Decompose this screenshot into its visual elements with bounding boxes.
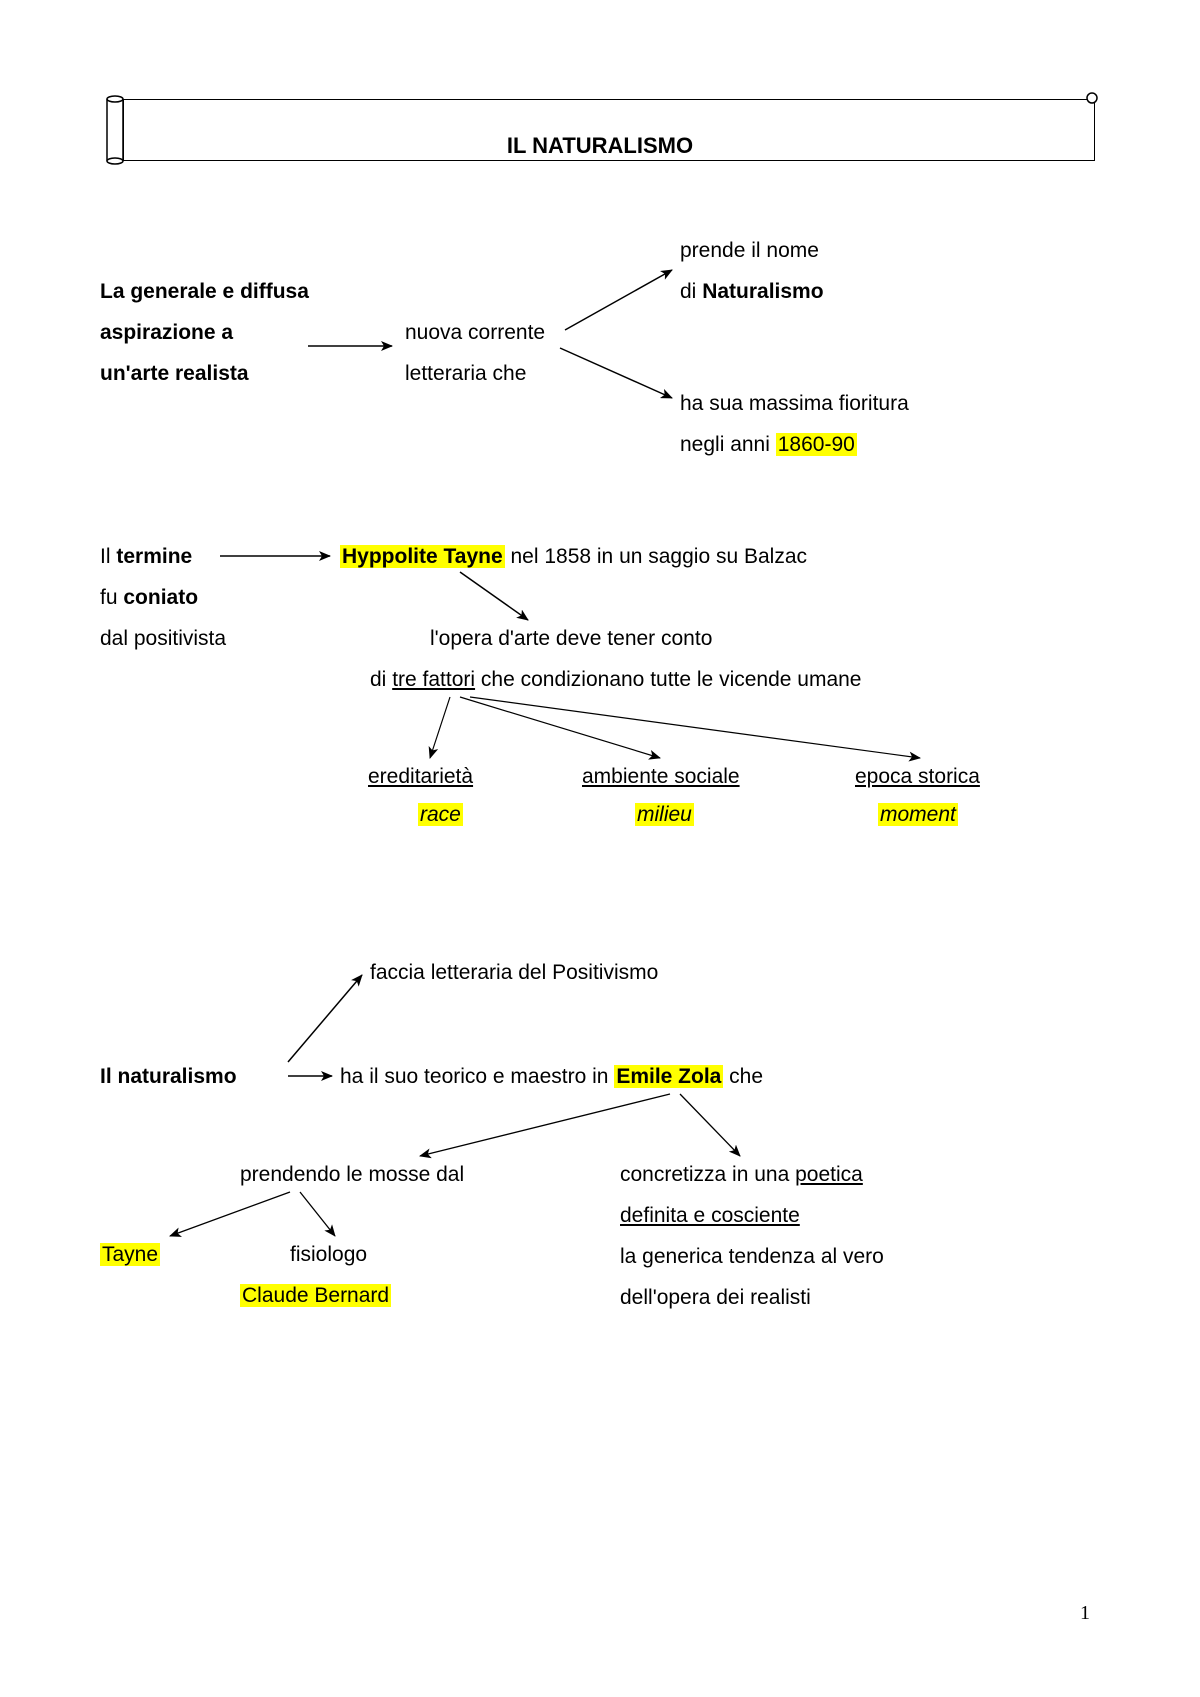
s1-mid-l2: letteraria che (405, 359, 526, 388)
s1-rt-l2a: di (680, 280, 702, 303)
s1-left-l3: un'arte realista (100, 359, 249, 388)
s1-rb-l1: ha sua massima fioritura (680, 389, 909, 418)
s2-f3-bot: moment (878, 800, 958, 829)
s3-bl-fis: fisiologo (290, 1240, 367, 1269)
s2-sub-l2: di tre fattori che condizionano tutte le… (370, 665, 862, 694)
s1-rb-l2a: negli anni (680, 433, 776, 456)
s1-rt-l2: di Naturalismo (680, 277, 824, 306)
s2-left-l1: Il termine (100, 542, 192, 571)
s2-sub-l2a: di (370, 668, 392, 691)
s3-mid-c: che (723, 1065, 763, 1088)
s3-br-l1b: poetica (795, 1163, 863, 1186)
s2-name: Hyppolite Tayne (340, 545, 505, 568)
s2-f1-top: ereditarietà (368, 762, 473, 791)
s2-left-l1a: Il (100, 545, 116, 568)
s3-bl-tayne: Tayne (100, 1240, 160, 1269)
s3-mid-a: ha il suo teorico e maestro in (340, 1065, 614, 1088)
s3-mid-b: Emile Zola (614, 1065, 723, 1088)
s3-br-l2: definita e cosciente (620, 1201, 800, 1230)
s1-left-l2: aspirazione a (100, 318, 233, 347)
s2-name-after: nel 1858 in un saggio su Balzac (505, 545, 807, 568)
s3-br-l4: dell'opera dei realisti (620, 1283, 811, 1312)
arrows-layer (0, 0, 1200, 1697)
s3-br-l3: la generica tendenza al vero (620, 1242, 884, 1271)
s3-top: faccia letteraria del Positivismo (370, 958, 658, 987)
s3-bl-bernard: Claude Bernard (240, 1281, 391, 1310)
s1-rb-l2: negli anni 1860-90 (680, 430, 857, 459)
s3-br-l1: concretizza in una poetica (620, 1160, 863, 1189)
page-title: IL NATURALISMO (105, 131, 1095, 162)
s2-left-l3: dal positivista (100, 624, 226, 653)
s2-name-line: Hyppolite Tayne nel 1858 in un saggio su… (340, 542, 807, 571)
s1-rt-l1: prende il nome (680, 236, 819, 265)
s3-br-l1a: concretizza in una (620, 1163, 795, 1186)
s1-rb-l2b: 1860-90 (776, 433, 857, 456)
s2-sub-l2b: tre fattori (392, 668, 475, 691)
s2-left-l2b: coniato (123, 586, 198, 609)
s2-sub-l2c: che condizionano tutte le vicende umane (475, 668, 861, 691)
s2-left-l2a: fu (100, 586, 123, 609)
s3-mid: ha il suo teorico e maestro in Emile Zol… (340, 1062, 763, 1091)
s2-sub-l1: l'opera d'arte deve tener conto (430, 624, 712, 653)
s2-f1-bot: race (418, 800, 463, 829)
title-banner: IL NATURALISMO (105, 95, 1095, 165)
scroll-right-icon (1085, 91, 1099, 105)
s1-mid-l1: nuova corrente (405, 318, 545, 347)
s2-f2-bot: milieu (635, 800, 694, 829)
s2-f2-top: ambiente sociale (582, 762, 740, 791)
s3-left: Il naturalismo (100, 1062, 237, 1091)
s2-left-l2: fu coniato (100, 583, 198, 612)
s2-left-l1b: termine (116, 545, 192, 568)
page-number: 1 (1080, 1599, 1090, 1627)
s3-bl-top: prendendo le mosse dal (240, 1160, 464, 1189)
s2-f3-top: epoca storica (855, 762, 980, 791)
s1-left-l1: La generale e diffusa (100, 277, 309, 306)
s1-rt-l2b: Naturalismo (702, 280, 823, 303)
